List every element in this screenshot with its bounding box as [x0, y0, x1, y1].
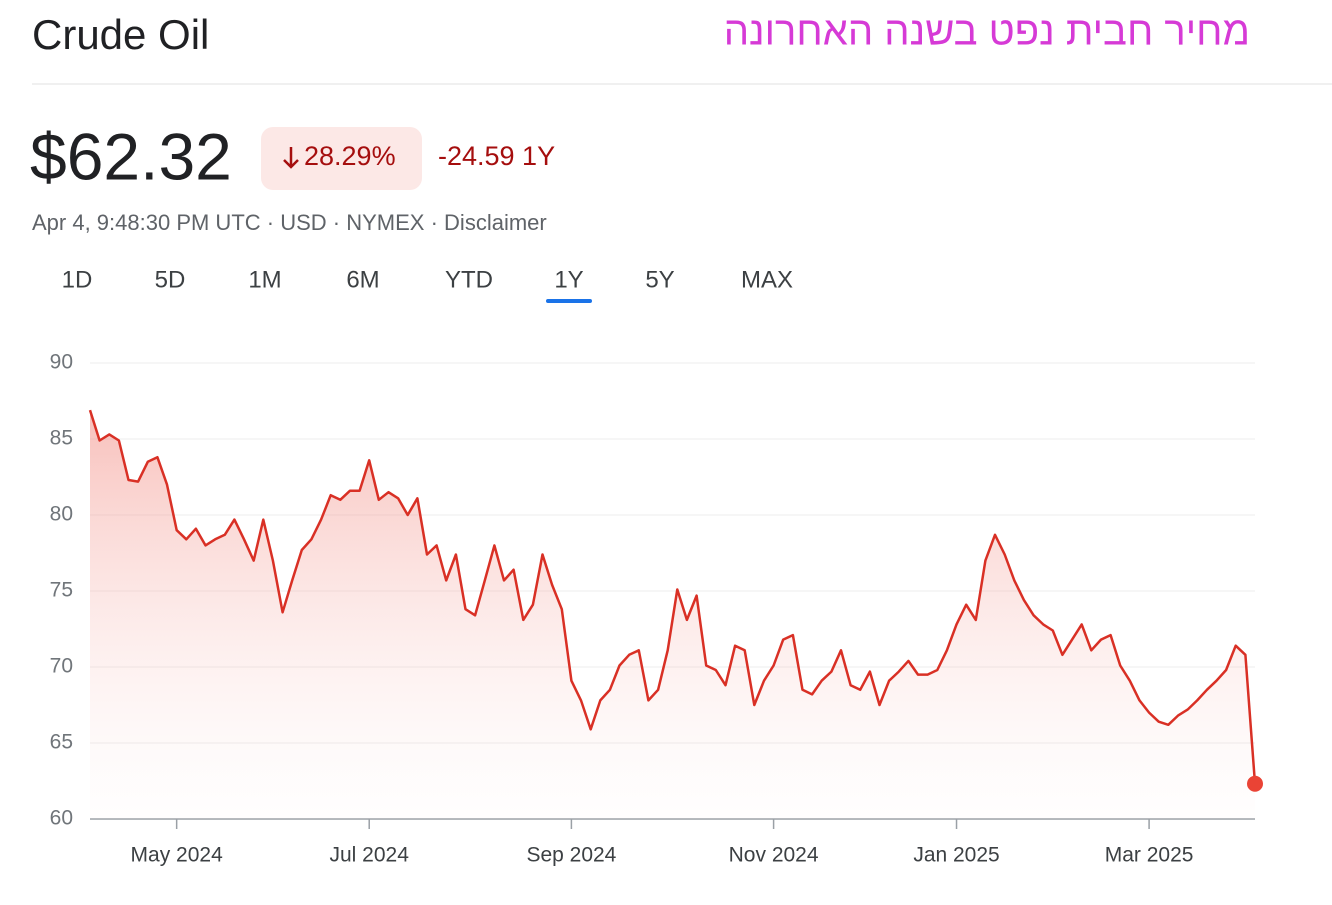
range-tab[interactable]: 5Y	[645, 266, 674, 293]
change: -24.59 1Y	[438, 141, 555, 171]
y-tick-label: 60	[50, 807, 73, 830]
y-tick-label: 70	[50, 655, 73, 678]
y-tick-label: 90	[50, 351, 73, 374]
change-badge	[261, 127, 422, 190]
chart: 60 65 70 75 80 85 90 May 2024 Jul 2024 Sep 2024 No…	[50, 351, 1263, 867]
price-line	[88, 409, 1257, 784]
meta-item: Apr 4, 9:48:30 PM UTC	[32, 210, 261, 235]
x-tick-label: Nov 2024	[729, 844, 819, 867]
range-tab[interactable]: 5D	[155, 266, 186, 293]
active-tab-underline	[546, 299, 592, 303]
meta-item: USD	[280, 210, 326, 235]
meta-item: NYMEX	[346, 210, 425, 235]
x-tick-label: Jul 2024	[330, 844, 410, 867]
range-tab[interactable]: MAX	[741, 266, 793, 293]
separator: ·	[261, 210, 281, 235]
last-point	[1247, 775, 1263, 792]
tabs: 1D 5D 1M 6M YTD 1Y 5Y MAX	[62, 266, 793, 303]
x-tick-label: Mar 2025	[1105, 844, 1194, 867]
meta: Apr 4, 9:48:30 PM UTC · USD · NYMEX · Di…	[32, 210, 547, 235]
range-tab[interactable]: 1Y	[554, 266, 583, 293]
price: $62.32	[30, 119, 232, 193]
x-tick-label: Sep 2024	[526, 844, 616, 867]
separator: ·	[424, 210, 444, 235]
y-tick-label: 80	[50, 503, 73, 526]
range-tab[interactable]: YTD	[445, 266, 493, 293]
range-tab[interactable]: 1M	[248, 266, 281, 293]
range-tab[interactable]: 1D	[62, 266, 93, 293]
disclaimer-link[interactable]: Disclaimer	[444, 210, 547, 235]
change-percent: 28.29%	[304, 141, 396, 171]
down-arrow	[283, 147, 299, 169]
area	[90, 410, 1255, 819]
meta-line: Apr 4, 9:48:30 PM UTC · USD · NYMEX · Di…	[32, 210, 547, 235]
x-tick-label: May 2024	[131, 844, 224, 867]
separator: ·	[327, 210, 347, 235]
range-tab[interactable]: 6M	[346, 266, 379, 293]
y-tick-label: 85	[50, 427, 73, 450]
x-tick-label: Jan 2025	[913, 844, 999, 867]
y-tick-label: 75	[50, 579, 73, 602]
title: Crude Oil	[32, 11, 209, 58]
caption: מחיר חבית נפט בשנה האחרונה	[724, 10, 1250, 54]
y-tick-label: 65	[50, 731, 73, 754]
